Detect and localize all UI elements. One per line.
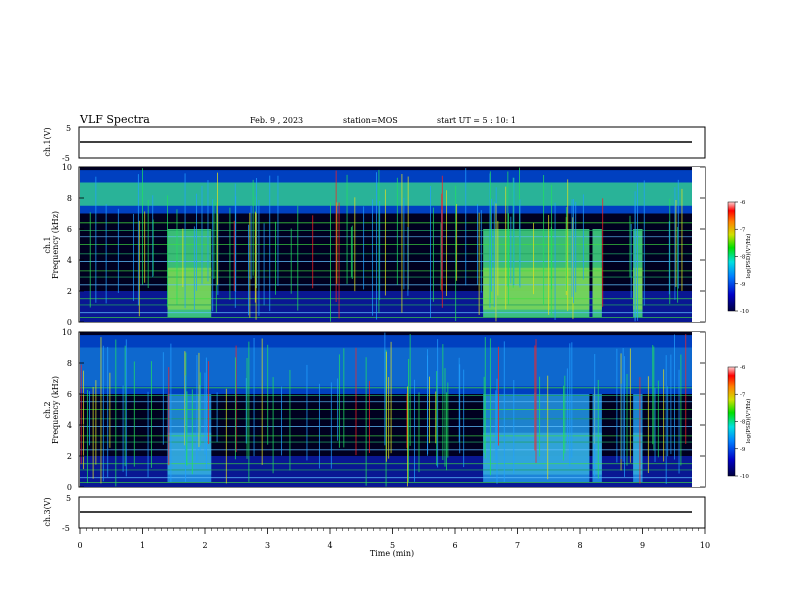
spec-burst-core — [167, 432, 212, 475]
ch1-colorbar: -6 -7 -8 -9 -10 log(PSD)(V²/Hz) — [727, 200, 752, 315]
station-label: station=MOS — [343, 116, 398, 125]
ch2-colorbar: -6 -7 -8 -9 -10 log(PSD)(V²/Hz) — [727, 365, 752, 480]
ch2-spectrogram-panel: ch.2 Frequency (kHz) 0 2 4 6 8 10 — [43, 328, 706, 492]
ch2-colorbar-ticks: -6 -7 -8 -9 -10 — [735, 365, 749, 480]
ytick-label: 6 — [67, 225, 72, 234]
xtick-label: 10 — [700, 541, 710, 550]
xtick-label: 0 — [77, 541, 82, 550]
ch1-colorbar-label: log(PSD)(V²/Hz) — [745, 234, 752, 279]
ch1-ylabel: ch.1(V) — [43, 127, 52, 156]
ch1-waveform-panel: 5 -5 ch.1(V) — [43, 124, 706, 163]
ch1-freq-ylabel-sub: Frequency (kHz) — [51, 211, 60, 279]
xtick-label: 4 — [327, 541, 332, 550]
ch2-freq-ylabel: ch.2 — [43, 401, 52, 418]
figure-title: VLF Spectra — [79, 113, 150, 126]
ch2-freq-yticks: 0 2 4 6 8 10 — [62, 328, 705, 492]
ch2-spectrogram-image — [80, 332, 705, 487]
xtick-label: 8 — [577, 541, 582, 550]
ytick-label: 10 — [62, 328, 72, 337]
ch3-ytick-bottom: -5 — [62, 524, 70, 533]
ch3-waveform-panel: 5 -5 ch.3(V) — [43, 494, 706, 533]
time-axis-label: Time (min) — [370, 549, 414, 558]
xtick-label: 6 — [452, 541, 457, 550]
spec-nodata — [692, 167, 705, 322]
ytick-label: 2 — [67, 287, 72, 296]
time-axis: 0 1 2 3 4 5 6 7 8 9 10 — [77, 528, 710, 550]
ch1-freq-ylabel: ch.1 — [43, 236, 52, 253]
cbar-tick-label: -8 — [740, 255, 746, 261]
xtick-label: 1 — [140, 541, 145, 550]
spec-burst-core — [167, 267, 212, 310]
ytick-label: 2 — [67, 452, 72, 461]
cbar-tick-label: -8 — [740, 420, 746, 426]
ch1-colorbar-gradient — [727, 201, 736, 312]
cbar-tick-label: -6 — [740, 200, 746, 206]
cbar-tick-label: -9 — [740, 282, 746, 288]
cbar-tick-label: -9 — [740, 447, 746, 453]
ytick-label: 4 — [67, 256, 72, 265]
ch3-ytick-top: 5 — [66, 494, 71, 503]
cbar-tick-label: -6 — [740, 365, 746, 371]
spec-burst-core — [592, 267, 602, 310]
ytick-label: 8 — [67, 194, 72, 203]
ytick-label: 6 — [67, 390, 72, 399]
start-time-label: start UT = 5 : 10: 1 — [437, 116, 516, 125]
spec-burst-core — [633, 432, 643, 475]
ch1-spectrogram-panel: ch.1 Frequency (kHz) 0 2 4 6 8 10 — [43, 163, 706, 327]
ch2-freq-ylabel-sub: Frequency (kHz) — [51, 376, 60, 444]
xtick-label: 2 — [202, 541, 207, 550]
cbar-tick-label: -7 — [740, 227, 746, 233]
ytick-label: 0 — [67, 483, 72, 492]
xtick-label: 9 — [640, 541, 645, 550]
spec-burst-core — [592, 432, 602, 475]
ch1-freq-yticks: 0 2 4 6 8 10 — [62, 163, 705, 327]
date-label: Feb. 9 , 2023 — [250, 116, 303, 125]
ch1-spectrogram-image — [80, 167, 705, 322]
ytick-label: 0 — [67, 318, 72, 327]
ytick-label: 10 — [62, 163, 72, 172]
ytick-label: 8 — [67, 359, 72, 368]
cbar-tick-label: -10 — [740, 474, 749, 480]
cbar-tick-label: -7 — [740, 392, 746, 398]
ch2-colorbar-label: log(PSD)(V²/Hz) — [745, 399, 752, 444]
spec-hfband — [80, 182, 692, 206]
ch1-colorbar-ticks: -6 -7 -8 -9 -10 — [735, 200, 749, 315]
ch3-ylabel: ch.3(V) — [43, 497, 52, 526]
xtick-label: 5 — [390, 541, 395, 550]
spec-nodata — [692, 332, 705, 487]
cbar-tick-label: -10 — [740, 309, 749, 315]
ch1-ytick-top: 5 — [66, 124, 71, 133]
ch1-ytick-bottom: -5 — [62, 154, 70, 163]
ch2-colorbar-gradient — [727, 366, 736, 477]
ytick-label: 4 — [67, 421, 72, 430]
xtick-label: 7 — [515, 541, 520, 550]
xtick-label: 3 — [265, 541, 270, 550]
